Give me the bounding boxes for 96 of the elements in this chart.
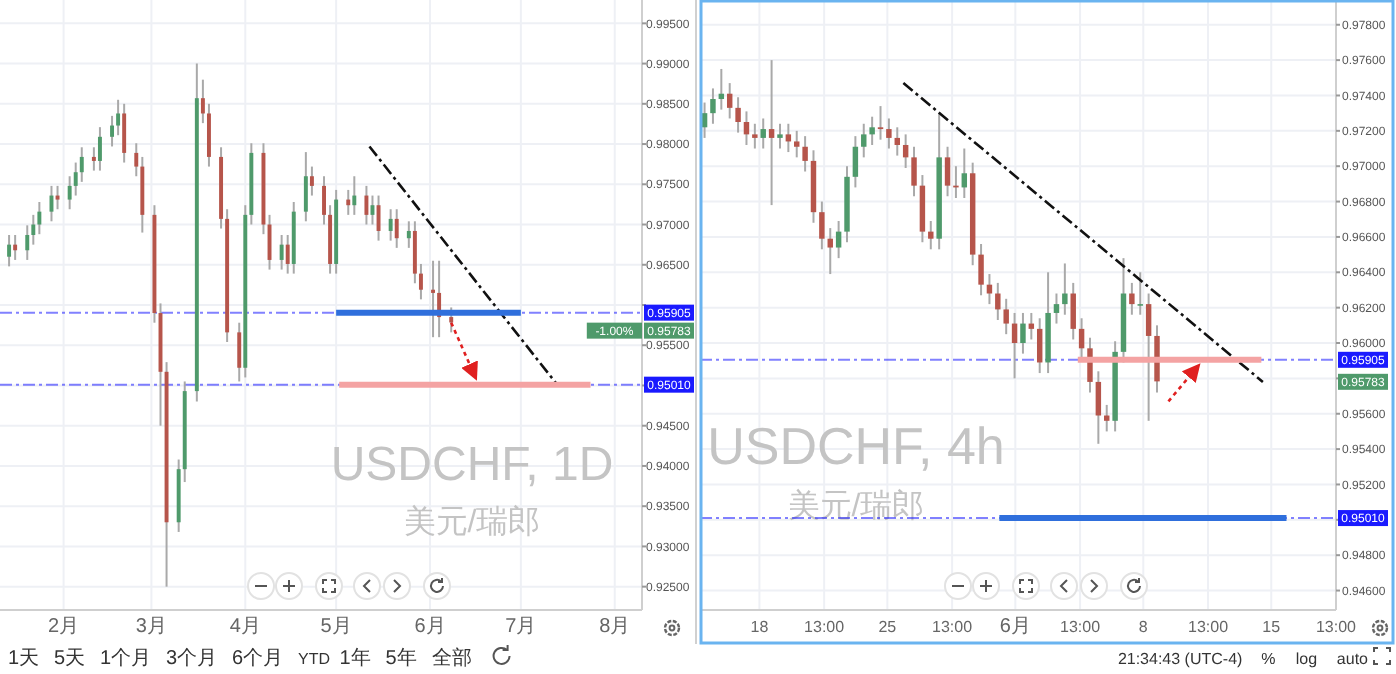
candlestick <box>394 208 399 249</box>
x-tick-label: 13:00 <box>932 618 974 636</box>
x-tick-label: 13:00 <box>804 618 846 636</box>
text: USDCHF, 4h <box>707 416 1005 476</box>
candlestick <box>309 165 314 197</box>
candlestick <box>877 105 884 141</box>
candlestick <box>1078 317 1085 360</box>
text: 6个月 <box>232 646 284 670</box>
candlestick <box>1011 311 1018 380</box>
x-tick-label: 8 <box>1138 618 1149 636</box>
candlestick <box>376 194 381 242</box>
candlestick <box>406 220 411 249</box>
candlestick <box>352 175 357 216</box>
candlestick <box>794 129 800 159</box>
candlestick <box>285 233 290 275</box>
candlestick <box>902 133 909 169</box>
candlestick <box>802 135 808 173</box>
x-tick-label: 8月 <box>599 616 631 638</box>
text: 全部 <box>431 646 472 670</box>
text: 5年 <box>385 646 417 670</box>
candlestick <box>777 122 783 150</box>
candlestick <box>760 117 766 150</box>
text: % <box>1261 650 1276 668</box>
candlestick <box>364 184 369 226</box>
candlestick <box>869 115 875 146</box>
candlestick <box>279 233 284 271</box>
candlestick <box>768 59 775 207</box>
candlestick <box>861 122 867 159</box>
candlestick <box>735 96 741 134</box>
text: 5天 <box>54 648 86 670</box>
x-tick-label: 13:00 <box>1315 618 1358 636</box>
x-tick-label: 4月 <box>229 616 261 638</box>
x-tick-label: 13:00 <box>1060 618 1102 636</box>
text: 1年 <box>339 646 371 670</box>
candlestick <box>1095 370 1102 445</box>
candlestick <box>1020 311 1026 355</box>
candlestick <box>303 151 308 223</box>
x-tick-label: 3月 <box>135 616 167 638</box>
candlestick <box>1036 317 1043 375</box>
candlestick <box>819 200 825 251</box>
candlestick <box>944 145 951 198</box>
candlestick <box>919 174 926 244</box>
candlestick <box>1145 292 1152 422</box>
x-tick-label: 5月 <box>320 616 352 638</box>
candlestick <box>961 147 968 200</box>
candlestick <box>886 117 892 150</box>
text: 1个月 <box>100 646 152 670</box>
candlestick <box>743 110 750 146</box>
candlestick <box>928 220 934 251</box>
candlestick <box>122 102 127 164</box>
candlestick <box>785 122 792 154</box>
candlestick <box>1070 281 1076 341</box>
candlestick <box>449 306 454 334</box>
candlestick <box>7 233 12 268</box>
text: log <box>1295 650 1318 668</box>
x-tick-label: 6月 <box>414 616 446 638</box>
x-tick-label: 6月 <box>999 616 1031 638</box>
text: 美元/瑞郎 <box>403 504 541 540</box>
text: 美元/瑞郎 <box>787 488 925 524</box>
candlestick <box>827 227 833 276</box>
x-tick-label: 7月 <box>505 616 537 638</box>
candlestick <box>91 146 96 172</box>
candlestick <box>710 87 716 125</box>
candlestick <box>852 135 859 189</box>
x-tick-label: 18 <box>750 618 770 636</box>
candlestick <box>911 145 917 198</box>
text: YTD <box>298 650 331 668</box>
candlestick <box>726 82 733 120</box>
candlestick <box>1154 324 1160 394</box>
candlestick <box>13 233 18 261</box>
candlestick <box>835 220 842 260</box>
candlestick <box>97 126 102 172</box>
candlestick <box>237 321 242 383</box>
x-tick-label: 2月 <box>48 616 80 638</box>
candlestick <box>346 188 351 216</box>
x-tick-label: 15 <box>1262 618 1282 636</box>
candlestick <box>986 273 993 306</box>
text: USDCHF, 1D <box>330 438 614 492</box>
candlestick <box>1129 281 1135 316</box>
candlestick <box>1053 292 1060 325</box>
candlestick <box>1003 297 1009 336</box>
candlestick <box>978 243 984 297</box>
candlestick <box>894 126 900 157</box>
candlestick <box>55 184 60 211</box>
x-tick-label: 13:00 <box>1188 618 1230 636</box>
candlestick <box>431 259 436 339</box>
text: 1天 <box>8 648 40 670</box>
text: auto <box>1336 650 1370 668</box>
candlestick <box>1137 271 1143 316</box>
candlestick <box>752 122 758 150</box>
candlestick <box>995 281 1001 322</box>
text: 3个月 <box>166 646 218 670</box>
candlestick <box>1062 262 1068 316</box>
x-tick-label: 25 <box>878 618 898 636</box>
text: 21:34:43 (UTC-4) <box>1117 650 1244 668</box>
candlestick <box>388 208 393 242</box>
